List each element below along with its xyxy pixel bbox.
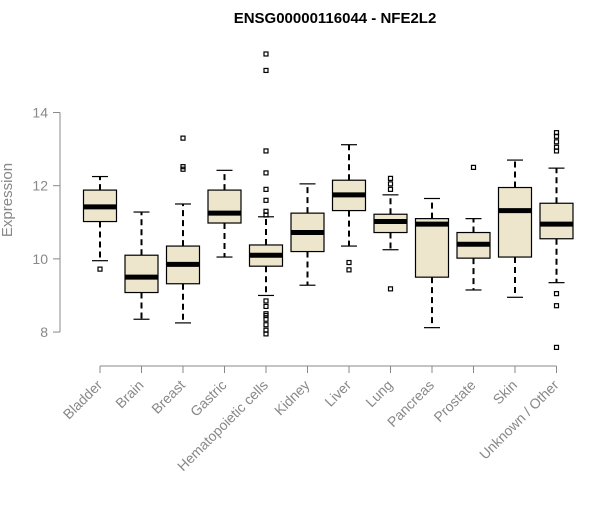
box-group (497, 159, 533, 298)
outlier-point (387, 286, 394, 292)
outlier-point (180, 135, 186, 141)
outlier-point (470, 164, 477, 170)
x-tick-label: Prostate (430, 377, 478, 425)
outlier-point (263, 170, 269, 176)
x-tick-label: Lung (362, 377, 395, 410)
outlier-point (97, 266, 103, 272)
box-group (414, 197, 450, 329)
outlier-point (263, 148, 269, 154)
axes: 8 10 12 14 (32, 105, 557, 373)
outlier-point (263, 303, 269, 310)
outlier-point (346, 267, 352, 273)
outlier-point (263, 51, 269, 57)
box-group (290, 183, 325, 286)
outlier-point (180, 164, 186, 170)
box-iqr (539, 202, 574, 240)
outlier-point (553, 133, 560, 139)
outlier-point (553, 303, 560, 309)
box-iqr (207, 189, 242, 224)
box-iqr (497, 186, 533, 258)
outlier-point (387, 175, 394, 181)
y-tick-label: 14 (32, 105, 48, 121)
box-group (539, 130, 574, 351)
box-group (331, 144, 367, 273)
box-group (207, 169, 242, 258)
y-tick-label: 8 (40, 324, 48, 340)
outlier-point (263, 197, 269, 203)
x-tick-label: Unknown / Other (476, 377, 562, 463)
outlier-point (387, 186, 394, 192)
outlier-point (553, 291, 560, 297)
box-iqr (124, 254, 159, 294)
chart-title: ENSG00000116044 - NFE2L2 (234, 10, 437, 27)
outlier-point (346, 259, 352, 266)
y-axis-label: Expression (0, 163, 16, 237)
box-group (456, 164, 491, 291)
outlier-point (263, 67, 269, 74)
outlier-point (553, 344, 560, 351)
box-group (82, 175, 118, 272)
outlier-point (387, 181, 394, 187)
box-group (373, 175, 408, 292)
outlier-point (263, 316, 269, 322)
outlier-point (553, 139, 560, 145)
x-tick-label: Breast (148, 377, 188, 417)
x-tick-label: Kidney (271, 377, 313, 419)
outlier-point (263, 212, 269, 218)
x-tick-label: Bladder (60, 377, 106, 423)
box-group (165, 135, 201, 324)
x-tick-label: Liver (321, 377, 354, 410)
outlier-point (263, 322, 269, 328)
outlier-point (263, 331, 269, 337)
y-tick-label: 12 (32, 178, 48, 194)
box-group (124, 211, 159, 320)
box-iqr (414, 218, 450, 278)
y-tick-label: 10 (32, 251, 48, 267)
box-group (248, 51, 284, 337)
x-tick-label: Brain (112, 377, 146, 411)
outlier-point (553, 148, 560, 154)
boxes (82, 51, 574, 351)
x-tick-label: Skin (490, 377, 521, 408)
outlier-point (263, 186, 269, 192)
outlier-point (263, 298, 269, 304)
